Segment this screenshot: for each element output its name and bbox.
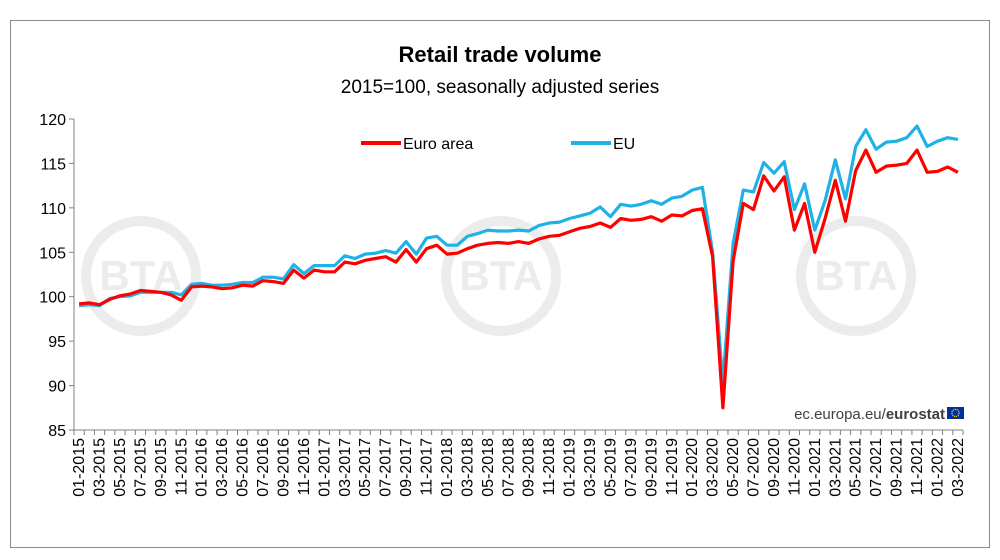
chart-subtitle: 2015=100, seasonally adjusted series bbox=[341, 77, 659, 98]
watermark-logo: BTA bbox=[81, 216, 201, 336]
x-tick-label: 03-2018 bbox=[459, 438, 476, 497]
x-tick-label: 01-2016 bbox=[194, 438, 211, 497]
x-tick-label: 09-2019 bbox=[643, 438, 660, 497]
chart-title: Retail trade volume bbox=[399, 42, 602, 67]
series-layer bbox=[78, 124, 959, 410]
eu-flag-icon bbox=[947, 407, 964, 419]
line-chart: BTA BTA BTA Retail trade volume 2015=100, … bbox=[39, 42, 967, 497]
watermark-layer: BTA BTA BTA bbox=[81, 216, 916, 336]
x-tick-label: 11-2019 bbox=[664, 438, 681, 496]
x-tick-label: 03-2019 bbox=[582, 438, 599, 497]
watermark-text: BTA bbox=[814, 252, 897, 299]
legend: Euro area EU bbox=[361, 136, 635, 153]
x-tick-label: 11-2016 bbox=[296, 438, 313, 496]
x-tick-label: 01-2018 bbox=[439, 438, 456, 497]
x-tick-label: 01-2017 bbox=[316, 438, 333, 497]
legend-label-euro-area: Euro area bbox=[403, 136, 473, 153]
x-tick-label: 07-2016 bbox=[255, 438, 272, 497]
x-tick-label: 03-2017 bbox=[337, 438, 354, 497]
series-line-eu bbox=[78, 124, 959, 385]
x-tick-label: 05-2021 bbox=[848, 438, 865, 497]
x-tick-label: 07-2015 bbox=[132, 438, 149, 497]
x-tick-label: 11-2018 bbox=[541, 438, 558, 496]
y-tick-label: 95 bbox=[48, 334, 66, 351]
x-tick-label: 01-2015 bbox=[71, 438, 88, 497]
y-tick-label: 120 bbox=[39, 112, 66, 129]
x-tick-label: 09-2021 bbox=[889, 438, 906, 497]
x-tick-label: 05-2018 bbox=[480, 438, 497, 497]
y-tick-label: 90 bbox=[48, 379, 66, 396]
x-tick-label: 11-2021 bbox=[909, 438, 926, 496]
x-tick-label: 03-2016 bbox=[214, 438, 231, 497]
x-tick-label: 03-2015 bbox=[92, 438, 109, 497]
x-tick-label: 01-2022 bbox=[929, 438, 946, 497]
x-tick-label: 01-2021 bbox=[807, 438, 824, 497]
x-tick-label: 11-2017 bbox=[419, 438, 436, 496]
source-credit: ec.europa.eu/eurostat bbox=[794, 406, 964, 423]
y-tick-label: 105 bbox=[39, 245, 66, 262]
watermark-text: BTA bbox=[459, 252, 542, 299]
x-tick-label: 09-2017 bbox=[398, 438, 415, 497]
x-tick-label: 09-2015 bbox=[153, 438, 170, 497]
x-tick-label: 05-2019 bbox=[602, 438, 619, 497]
legend-label-eu: EU bbox=[613, 136, 635, 153]
x-tick-label: 03-2020 bbox=[705, 438, 722, 497]
x-tick-label: 01-2020 bbox=[684, 438, 701, 497]
x-tick-label: 05-2016 bbox=[235, 438, 252, 497]
x-tick-label: 03-2021 bbox=[827, 438, 844, 497]
chart-frame: BTA BTA BTA Retail trade volume 2015=100, … bbox=[10, 20, 990, 548]
series-line-euro-area bbox=[78, 148, 959, 410]
x-tick-label: 07-2020 bbox=[746, 438, 763, 497]
x-tick-label: 11-2015 bbox=[173, 438, 190, 496]
x-tick-label: 09-2020 bbox=[766, 438, 783, 497]
watermark-logo: BTA bbox=[441, 216, 561, 336]
x-tick-label: 07-2017 bbox=[378, 438, 395, 497]
source-text-plain: ec.europa.eu/ bbox=[794, 406, 887, 423]
x-tick-label: 05-2015 bbox=[112, 438, 129, 497]
y-tick-label: 100 bbox=[39, 290, 66, 307]
watermark-logo: BTA bbox=[796, 216, 916, 336]
y-tick-label: 85 bbox=[48, 423, 66, 440]
x-tick-label: 05-2017 bbox=[357, 438, 374, 497]
y-tick-label: 115 bbox=[40, 156, 66, 173]
x-tick-label: 03-2022 bbox=[950, 438, 967, 497]
y-tick-label: 110 bbox=[40, 201, 66, 218]
x-tick-label: 11-2020 bbox=[786, 438, 803, 496]
x-tick-label: 09-2016 bbox=[275, 438, 292, 497]
source-text-bold: eurostat bbox=[886, 406, 945, 423]
x-tick-label: 09-2018 bbox=[521, 438, 538, 497]
x-tick-label: 07-2021 bbox=[868, 438, 885, 497]
source-text: ec.europa.eu/eurostat bbox=[794, 406, 945, 423]
x-tick-label: 05-2020 bbox=[725, 438, 742, 497]
x-tick-label: 01-2019 bbox=[562, 438, 579, 497]
x-tick-label: 07-2019 bbox=[623, 438, 640, 497]
x-tick-label: 07-2018 bbox=[500, 438, 517, 497]
